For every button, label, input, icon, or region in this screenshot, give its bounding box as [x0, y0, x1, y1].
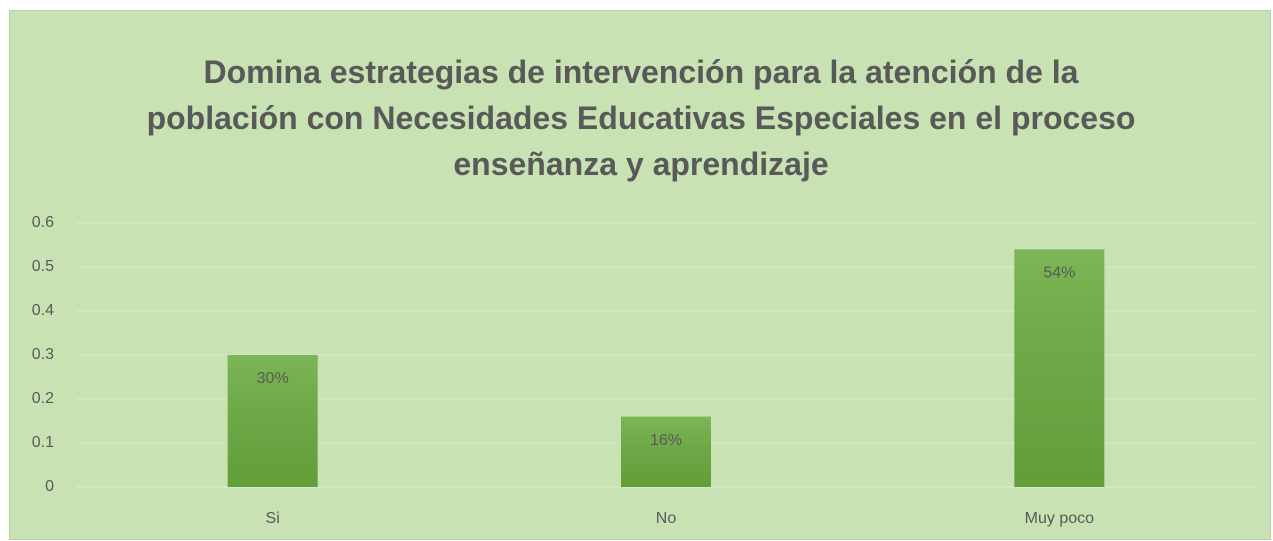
chart: 0 0.1 0.2 0.3 0.4 0.5 0.6 Si 30% No 16% Muy poco 54% [32, 214, 1256, 527]
data-label: 30% [257, 370, 289, 387]
title-box: Domina estrategias de intervención para … [10, 49, 1272, 187]
y-tick-label: 0.6 [32, 214, 54, 231]
bar-shade [1014, 249, 1105, 487]
y-tick-label: 0.5 [32, 258, 54, 275]
x-tick-label: Muy poco [1025, 510, 1094, 527]
data-label: 16% [650, 432, 682, 449]
bar-shade [227, 355, 318, 487]
y-tick-label: 0.1 [32, 434, 54, 451]
y-tick-label: 0 [45, 478, 54, 495]
y-tick-label: 0.4 [32, 302, 54, 319]
chart-area: 0 0.1 0.2 0.3 0.4 0.5 0.6 Si 30% No 16% Muy poco 54%… [9, 10, 1271, 540]
chart-title: Domina estrategias de intervención para … [146, 54, 1136, 182]
data-label: 54% [1043, 265, 1075, 282]
y-tick-label: 0.2 [32, 390, 54, 407]
y-tick-label: 0.3 [32, 346, 54, 363]
x-tick-label: No [656, 510, 677, 527]
bar-shade [621, 416, 711, 487]
x-tick-label: Si [266, 510, 280, 527]
